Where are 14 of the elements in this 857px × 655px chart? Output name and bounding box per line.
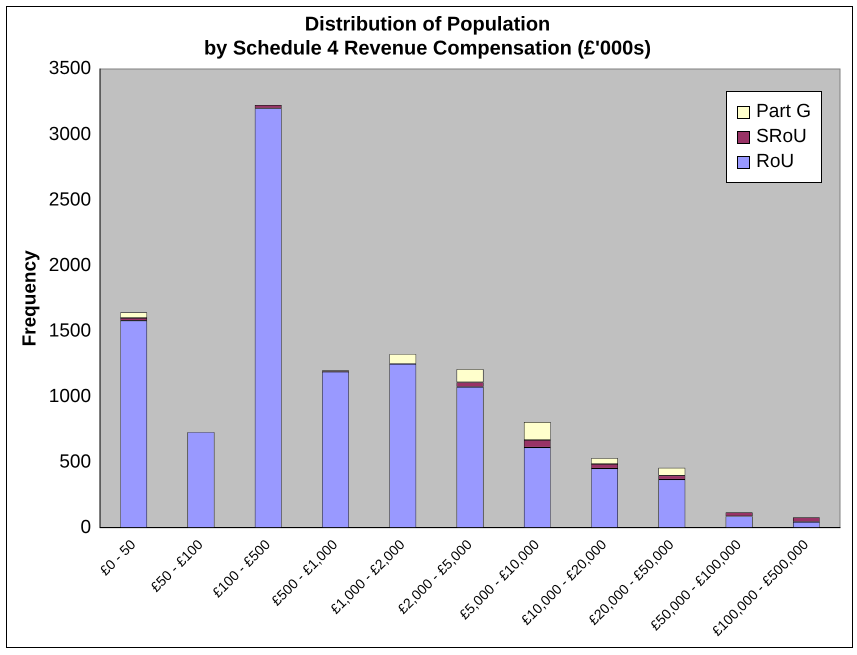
y-tick-label: 1000 <box>48 386 92 407</box>
y-tick-label: 2500 <box>48 189 92 210</box>
y-tick-label: 3500 <box>48 58 92 80</box>
y-tick-label: 0 <box>80 516 92 538</box>
legend-label: RoU <box>756 151 794 173</box>
y-axis-title: Frequency <box>20 250 41 346</box>
legend-label: Part G <box>756 101 811 123</box>
chart-title: Distribution of Population by Schedule 4 Revenue Compensation (£'000s) <box>204 14 652 60</box>
y-tick-label: 1500 <box>48 320 92 342</box>
y-tick-label: 3000 <box>48 124 92 145</box>
legend-label: SRoU <box>756 126 807 148</box>
y-tick-label: 500 <box>59 451 92 472</box>
x-tick-label: £0 - 50 <box>96 536 139 578</box>
y-tick-label: 2000 <box>48 254 92 276</box>
